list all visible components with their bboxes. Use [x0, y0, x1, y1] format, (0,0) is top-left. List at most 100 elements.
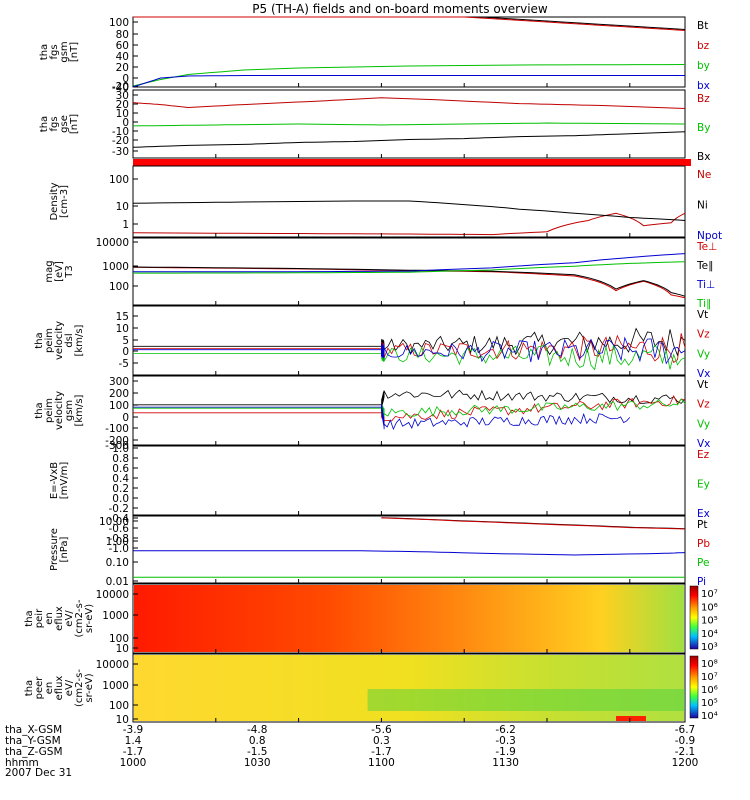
- y-axis-label: tha: [34, 402, 45, 418]
- y-tick-label: 100: [109, 281, 129, 293]
- x-axis-value: -6.2: [495, 724, 516, 736]
- x-axis-value: 1030: [244, 757, 271, 769]
- y-axis-label: [nPa]: [59, 536, 70, 562]
- colorbar: 10⁷ 10⁶ 10⁵ 10⁴ 10³: [689, 585, 718, 653]
- y-axis-label: velocity: [54, 391, 65, 430]
- y-axis-label: tha: [39, 116, 50, 132]
- y-axis-label: gsm: [64, 400, 75, 421]
- y-axis-label: [eV]: [54, 261, 65, 282]
- y-axis-label: sr-eV): [84, 604, 95, 633]
- y-tick-label: 100: [109, 17, 129, 29]
- legend-bx: bx: [697, 80, 710, 92]
- colorbar-tick-label: 10⁵: [701, 698, 718, 709]
- series-Bt: [133, 16, 686, 30]
- figure-title: P5 (TH-A) fields and on-board moments ov…: [252, 2, 548, 16]
- series-Ti∥: [133, 261, 686, 274]
- x-axis-value: -1.7: [371, 746, 392, 758]
- spectrogram-feature: [367, 689, 685, 711]
- y-tick-label: -30: [112, 146, 129, 158]
- x-axis-value: -1.7: [123, 746, 144, 758]
- legend-Pe: Pe: [697, 557, 709, 569]
- series-Bx: [132, 131, 686, 148]
- y-tick-label: 200: [109, 388, 129, 400]
- colorbar-tick-label: 10³: [701, 642, 718, 653]
- colorbar-tick-label: 10⁴: [701, 711, 718, 722]
- panel-frame: [132, 515, 686, 584]
- panel-pressure: 10.00 1.00 0.10 0.01 Pressure [nPa] Pt Pb Pe Pi: [49, 515, 710, 588]
- y-axis-label: (cm2-s-: [74, 599, 85, 637]
- y-tick-label: 10000: [96, 659, 129, 671]
- y-tick-label: 20: [116, 62, 129, 74]
- series-By: [132, 122, 686, 127]
- y-axis-label: tha: [34, 332, 45, 348]
- legend-Vx: Vx: [697, 368, 710, 380]
- panel-temperature: 10000 1000 100 mag [eV] T3 Te⊥ Te∥ Ti⊥ Ti∥: [44, 237, 717, 310]
- y-axis-label: fgs: [49, 44, 60, 59]
- y-tick-label: 5: [122, 335, 129, 347]
- panel-e_field: 1.00.80.60.40.20.0-0.2-0.4-0.6-0.8-1.0 E=…: [49, 443, 710, 555]
- y-tick-label: 80: [116, 29, 129, 41]
- y-tick-label: 10: [116, 108, 129, 120]
- y-axis-label: Pressure: [49, 528, 60, 571]
- x-axis-value: 0.8: [249, 735, 266, 747]
- legend-Vt: Vt: [697, 309, 708, 321]
- x-axis-row-name: tha_X-GSM: [5, 724, 62, 736]
- y-axis-label: dsl: [64, 333, 75, 347]
- x-axis-value: 1200: [672, 757, 699, 769]
- legend-Pb: Pb: [697, 538, 710, 550]
- legend-Ti∥: Ti∥: [696, 298, 711, 310]
- x-axis-value: -0.3: [495, 735, 516, 747]
- y-tick-label: 10000: [96, 237, 129, 249]
- panel-frame: [132, 305, 686, 376]
- panel-frame: [132, 375, 686, 446]
- y-tick-label: -0.4: [109, 513, 130, 525]
- legend-Pi: Pi: [697, 576, 706, 588]
- x-axis-value: 1100: [368, 757, 395, 769]
- colorbar-tick-label: 10⁶: [701, 602, 718, 613]
- y-axis-label: Density: [49, 182, 60, 220]
- legend-Vy: Vy: [697, 348, 710, 360]
- legend-Te⊥: Te⊥: [696, 241, 717, 253]
- colorbar-tick-label: 10⁸: [701, 659, 718, 670]
- colorbar-tick-label: 10⁴: [701, 629, 718, 640]
- y-tick-label: 0: [122, 73, 129, 85]
- panel-frame: [132, 165, 686, 238]
- y-tick-label: -0.8: [109, 533, 130, 545]
- y-tick-label: 0.10: [106, 557, 129, 569]
- y-tick-label: -1.0: [109, 543, 130, 555]
- x-axis-value: 1000: [120, 757, 147, 769]
- series-Pi: [133, 550, 686, 556]
- y-axis-label: fgs: [49, 116, 60, 131]
- y-axis-label: [nT]: [69, 114, 80, 134]
- y-axis-label: E=-VxB: [49, 462, 60, 499]
- series-Ne: [132, 212, 686, 236]
- x-axis-value: -6.7: [675, 724, 696, 736]
- legend-Ez: Ez: [697, 449, 710, 461]
- series-by: [132, 64, 686, 87]
- y-tick-label: -20: [112, 135, 129, 147]
- series-Vz: [133, 394, 686, 423]
- mode-bar: [133, 159, 691, 166]
- legend-Ex: Ex: [697, 508, 710, 520]
- series-Bz: [132, 97, 686, 109]
- panel-frame: [132, 583, 686, 654]
- legend-by: by: [697, 60, 710, 72]
- x-axis-row-name: hhmm: [5, 757, 39, 769]
- panel-frame: [132, 89, 686, 159]
- y-tick-label: 10000: [96, 589, 129, 601]
- series-bz: [133, 16, 686, 31]
- x-axis-row-name: tha_Z-GSM: [5, 746, 63, 758]
- y-axis-label: eV/: [64, 610, 75, 627]
- y-tick-label: 10.00: [99, 516, 129, 528]
- legend-Npot: Npot: [697, 230, 722, 242]
- legend-Bz: Bz: [697, 93, 710, 105]
- y-axis-label: [mV/m]: [59, 462, 70, 500]
- y-axis-label: peim: [44, 328, 55, 353]
- colorbar-scale: [689, 655, 699, 719]
- legend-Bt: Bt: [697, 20, 708, 32]
- y-tick-label: 10: [116, 201, 129, 213]
- panel-mode_bar: [133, 159, 691, 166]
- y-tick-label: 0.8: [112, 453, 129, 465]
